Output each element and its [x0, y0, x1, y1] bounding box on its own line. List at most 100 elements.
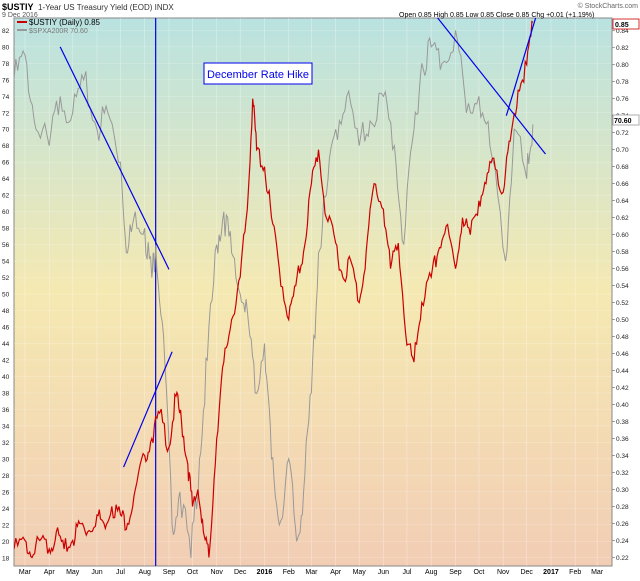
right-tick-label: 0.66: [616, 181, 629, 188]
right-tick-label: 0.58: [616, 249, 629, 256]
x-tick-label: May: [353, 569, 367, 576]
left-tick-label: 32: [2, 440, 10, 447]
right-tick-label: 0.26: [616, 521, 629, 528]
left-tick-label: 28: [2, 473, 10, 480]
left-tick-label: 34: [2, 423, 10, 430]
x-tick-label: Apr: [330, 569, 342, 576]
left-tick-label: 50: [2, 292, 10, 299]
y-gridlines: [14, 30, 612, 559]
left-tick-label: 78: [2, 61, 10, 68]
right-tick-label: 0.24: [616, 538, 629, 545]
left-tick-label: 82: [2, 28, 10, 35]
secondary-last-value: 70.60: [614, 118, 632, 125]
x-tick-label: Apr: [44, 569, 56, 576]
secondary-last-frame: [612, 114, 640, 126]
left-tick-label: 18: [2, 555, 10, 562]
right-tick-label: 0.80: [616, 62, 629, 69]
x-tick-label: Feb: [283, 569, 295, 576]
x-tick-label: Oct: [473, 569, 484, 576]
right-tick-label: 0.54: [616, 283, 629, 290]
left-tick-label: 70: [2, 127, 10, 134]
primary-last-frame: [612, 18, 640, 30]
trendlines: [59, 18, 546, 468]
right-tick-label: 0.70: [616, 147, 629, 154]
left-tick-label: 72: [2, 110, 10, 117]
right-tick-label: 0.82: [616, 45, 629, 52]
right-tick-label: 0.40: [616, 402, 629, 409]
left-tick-label: 74: [2, 94, 10, 101]
left-tick-label: 38: [2, 390, 10, 397]
right-tick-label: 0.72: [616, 130, 629, 137]
x-tick-label: Mar: [19, 569, 32, 576]
left-tick-label: 54: [2, 259, 10, 266]
right-tick-label: 0.62: [616, 215, 629, 222]
chart-date: 9 Dec 2016: [2, 12, 38, 19]
trendline: [436, 18, 546, 155]
right-tick-label: 0.22: [616, 555, 629, 562]
left-tick-label: 36: [2, 407, 10, 414]
trendline: [505, 18, 537, 116]
left-tick-label: 42: [2, 357, 10, 364]
watermark: © StockCharts.com: [578, 2, 639, 10]
left-tick-label: 76: [2, 77, 10, 84]
legend-primary: $USTIY (Daily) 0.85: [29, 18, 101, 27]
left-tick-label: 20: [2, 539, 10, 546]
x-tick-label: Dec: [520, 569, 533, 576]
ustiy-series-line: [14, 20, 534, 559]
x-tick-label: Jul: [402, 569, 411, 576]
right-tick-label: 0.42: [616, 385, 629, 392]
legend-secondary: $SPXA200R 70.60: [29, 28, 88, 35]
plot-area: [13, 17, 613, 567]
right-tick-label: 0.50: [616, 317, 629, 324]
right-tick-label: 0.44: [616, 368, 629, 375]
right-tick-label: 0.68: [616, 164, 629, 171]
left-tick-label: 44: [2, 341, 10, 348]
x-tick-label: Aug: [425, 569, 438, 576]
x-gridlines: [24, 18, 598, 566]
x-tick-label: Jun: [91, 569, 102, 576]
chart-description: 1-Year US Treasury Yield (EOD) INDX: [38, 3, 174, 12]
right-tick-label: 0.28: [616, 504, 629, 511]
legend: $USTIY (Daily) 0.85 $SPXA200R 70.60: [17, 18, 101, 35]
right-tick-label: 0.48: [616, 334, 629, 341]
left-tick-label: 64: [2, 176, 10, 183]
left-tick-label: 56: [2, 242, 10, 249]
annotation-frame: [203, 62, 313, 85]
right-tick-label: 0.30: [616, 487, 629, 494]
right-tick-label: 0.56: [616, 266, 629, 273]
primary-last-value: 0.85: [615, 22, 629, 29]
left-tick-label: 46: [2, 325, 10, 332]
x-tick-label: 2016: [257, 569, 273, 576]
left-tick-label: 68: [2, 143, 10, 150]
left-tick-label: 22: [2, 522, 10, 529]
annotation-label: December Rate Hike: [207, 69, 309, 81]
x-tick-label: Feb: [569, 569, 581, 576]
right-tick-label: 0.38: [616, 419, 629, 426]
trendline: [123, 351, 173, 468]
right-tick-label: 0.34: [616, 453, 629, 460]
x-tick-label: Mar: [591, 569, 604, 576]
right-tick-label: 0.78: [616, 79, 629, 86]
x-tick-label: Oct: [187, 569, 198, 576]
right-tick-label: 0.60: [616, 232, 629, 239]
right-tick-label: 0.84: [616, 28, 629, 35]
spxa200r-series-line: [14, 30, 534, 558]
x-tick-label: May: [66, 569, 80, 576]
x-tick-label: Jul: [116, 569, 125, 576]
x-tick-label: Aug: [138, 569, 151, 576]
left-tick-label: 40: [2, 374, 10, 381]
x-tick-label: Sep: [449, 569, 462, 576]
left-tick-label: 26: [2, 489, 10, 496]
left-tick-label: 62: [2, 193, 10, 200]
left-tick-label: 60: [2, 209, 10, 216]
left-tick-label: 24: [2, 506, 10, 513]
last-value-secondary-tag: 70.60: [612, 114, 640, 126]
right-tick-label: 0.46: [616, 351, 629, 358]
x-tick-label: Nov: [497, 569, 510, 576]
right-tick-label: 0.32: [616, 470, 629, 477]
right-tick-label: 0.76: [616, 96, 629, 103]
left-tick-label: 80: [2, 44, 10, 51]
last-value-primary-tag: 0.85: [612, 18, 640, 30]
